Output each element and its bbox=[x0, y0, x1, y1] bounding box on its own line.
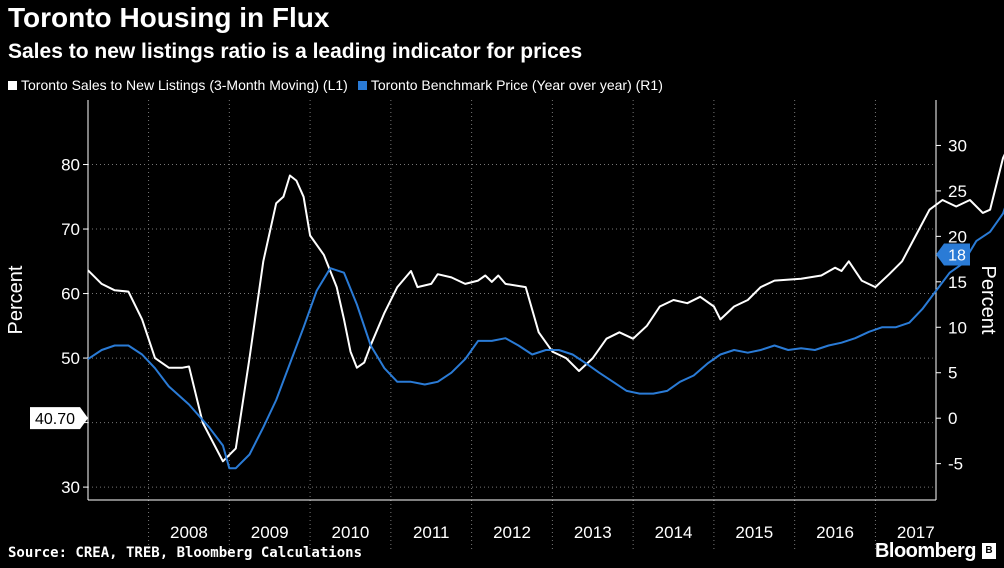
year-label: 2015 bbox=[735, 523, 773, 542]
legend-item-sales: Toronto Sales to New Listings (3-Month M… bbox=[8, 77, 348, 93]
price-end-value-badge bbox=[936, 243, 970, 266]
legend-swatch-blue bbox=[357, 80, 367, 90]
chart-subtitle: Sales to new listings ratio is a leading… bbox=[8, 40, 583, 63]
left-tick-label: 50 bbox=[61, 349, 80, 368]
right-tick-label: 10 bbox=[948, 318, 967, 337]
right-tick-label: 5 bbox=[948, 364, 957, 383]
year-label: 2013 bbox=[574, 523, 612, 542]
right-axis-title: Percent bbox=[977, 266, 999, 335]
year-label: 2012 bbox=[493, 523, 531, 542]
benchmark-price-line bbox=[87, 207, 1004, 470]
legend-swatch-white bbox=[8, 80, 17, 90]
year-label: 2017 bbox=[897, 523, 935, 542]
right-tick-label: 20 bbox=[948, 227, 967, 246]
price-end-value-label: 18 bbox=[948, 248, 966, 265]
left-tick-label: 80 bbox=[61, 156, 80, 175]
year-label: 2010 bbox=[332, 523, 370, 542]
bloomberg-icon: B bbox=[982, 543, 996, 559]
legend-item-price: Toronto Benchmark Price (Year over year)… bbox=[357, 77, 663, 93]
sales-ratio-line bbox=[87, 153, 1004, 463]
legend-label-price: Toronto Benchmark Price (Year over year)… bbox=[370, 77, 663, 93]
right-tick-label: 15 bbox=[948, 273, 967, 292]
right-tick-label: 25 bbox=[948, 182, 967, 201]
legend: Toronto Sales to New Listings (3-Month M… bbox=[8, 77, 663, 93]
left-tick-label: 70 bbox=[61, 220, 80, 239]
left-tick-label: 30 bbox=[61, 478, 80, 497]
source-note: Source: CREA, TREB, Bloomberg Calculatio… bbox=[8, 545, 363, 561]
year-label: 2014 bbox=[655, 523, 693, 542]
chart-title: Toronto Housing in Flux bbox=[8, 2, 330, 33]
left-axis-title: Percent bbox=[5, 265, 27, 334]
right-tick-label: -5 bbox=[948, 455, 963, 474]
year-label: 2016 bbox=[816, 523, 854, 542]
bloomberg-logo: Bloomberg bbox=[874, 540, 977, 562]
right-tick-label: 0 bbox=[948, 409, 957, 428]
legend-label-sales: Toronto Sales to New Listings (3-Month M… bbox=[21, 77, 348, 93]
left-tick-label: 60 bbox=[61, 285, 80, 304]
year-label: 2008 bbox=[170, 523, 208, 542]
year-label: 2009 bbox=[251, 523, 289, 542]
sales-end-value-badge bbox=[30, 407, 88, 430]
right-tick-label: 30 bbox=[948, 136, 967, 155]
sales-end-value-label: 40.70 bbox=[35, 411, 75, 428]
year-label: 2011 bbox=[413, 523, 450, 542]
